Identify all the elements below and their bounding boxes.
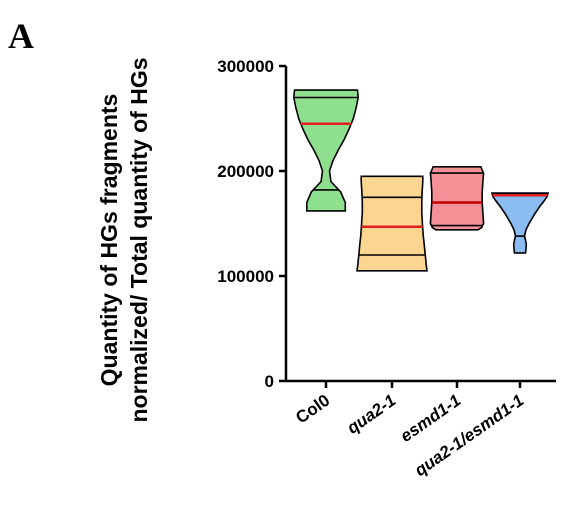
y-axis-title-line-2: normalized/ Total quantity of HGs: [126, 57, 152, 422]
violin-3: [429, 166, 485, 231]
y-tick-label: 200000: [217, 162, 274, 181]
panel-label: A: [8, 16, 34, 56]
x-tick-label: qua2-1: [344, 391, 400, 438]
violin-4: [491, 192, 549, 254]
x-tick-label: Col0: [292, 391, 333, 428]
violin-2: [356, 175, 428, 272]
y-tick-label: 300000: [217, 57, 274, 76]
y-tick-label: 0: [265, 372, 274, 391]
x-tick-label: qua2-1/esmd1-1: [411, 391, 527, 480]
violin-1: [292, 89, 360, 212]
y-axis-title-line-1: Quantity of HGs fragments: [96, 94, 122, 387]
y-tick-label: 100000: [217, 267, 274, 286]
y-axis-title: Quantity of HGs fragments normalized/ To…: [96, 57, 152, 422]
